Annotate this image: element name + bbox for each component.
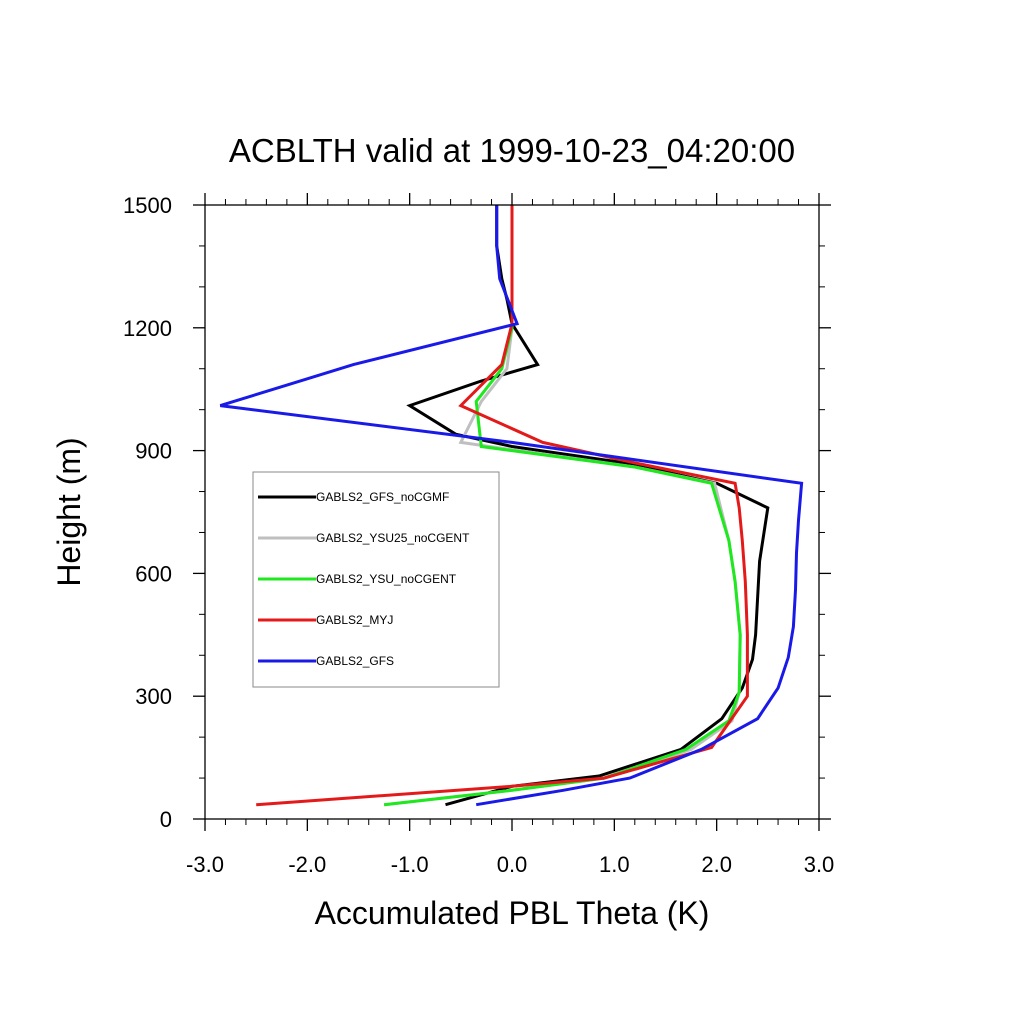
series-line-5 <box>219 205 804 807</box>
legend: GABLS2_GFS_noCGMF GABLS2_YSU25_noCGENT GAB… <box>252 471 500 688</box>
y-tick-label: 600 <box>135 561 172 586</box>
x-tick-label: -1.0 <box>391 852 429 877</box>
y-tick-label: 1200 <box>123 316 172 341</box>
series-line-4 <box>256 205 749 807</box>
y-tick-label: 0 <box>160 807 172 832</box>
legend-label: GABLS2_GFS_noCGMF <box>316 490 449 504</box>
x-axis-label: Accumulated PBL Theta (K) <box>315 895 710 931</box>
legend-label: GABLS2_YSU25_noCGENT <box>316 531 470 545</box>
chart-title: ACBLTH valid at 1999-10-23_04:20:00 <box>229 132 795 169</box>
y-tick-label: 900 <box>135 439 172 464</box>
y-axis-ticks: 0 300 600 900 1200 1500 <box>123 193 831 832</box>
y-minor-ticks <box>199 245 825 779</box>
x-tick-label: -2.0 <box>288 852 326 877</box>
legend-label: GABLS2_YSU_noCGENT <box>316 572 457 586</box>
y-tick-label: 1500 <box>123 193 172 218</box>
legend-label: GABLS2_GFS <box>316 654 394 668</box>
x-tick-label: 1.0 <box>599 852 630 877</box>
y-axis-label: Height (m) <box>51 437 87 586</box>
x-axis-ticks: -3.0 -2.0 -1.0 0.0 1.0 2.0 3.0 <box>186 193 834 877</box>
plot-frame <box>204 204 820 820</box>
legend-label: GABLS2_MYJ <box>316 613 393 627</box>
x-tick-label: 3.0 <box>804 852 835 877</box>
x-minor-ticks <box>224 199 800 825</box>
x-tick-label: 0.0 <box>497 852 528 877</box>
y-tick-label: 300 <box>135 684 172 709</box>
x-tick-label: -3.0 <box>186 852 224 877</box>
x-tick-label: 2.0 <box>701 852 732 877</box>
series-lines <box>219 205 804 807</box>
